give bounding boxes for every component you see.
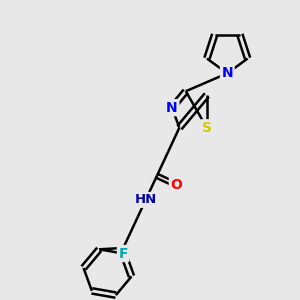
Text: N: N (221, 66, 233, 80)
Text: O: O (170, 178, 182, 192)
Text: N: N (166, 100, 178, 115)
Text: S: S (202, 121, 212, 135)
Text: F: F (118, 247, 128, 260)
Text: HN: HN (135, 194, 157, 206)
